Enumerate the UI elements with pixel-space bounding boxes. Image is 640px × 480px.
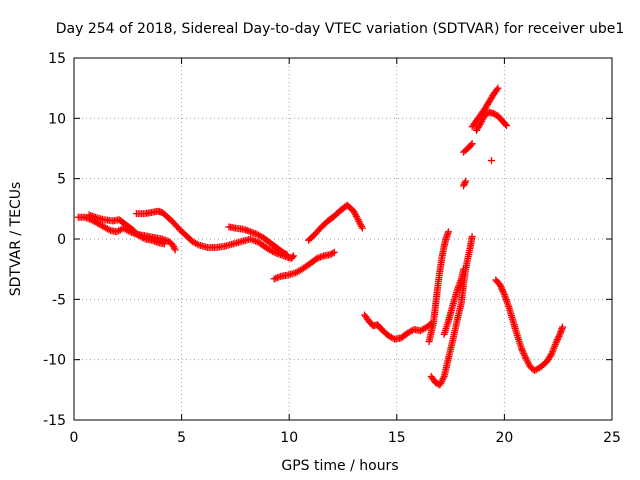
data-point [468, 233, 476, 241]
y-tick-label: -15 [43, 413, 66, 429]
data-point [501, 120, 509, 128]
y-tick-label: 5 [57, 172, 66, 188]
data-point [105, 226, 113, 234]
data-point [552, 339, 560, 347]
data-point [460, 180, 468, 188]
data-point [520, 350, 528, 358]
data-point [493, 86, 501, 94]
data-layer [74, 84, 567, 389]
data-point [553, 336, 561, 344]
data-series-segment [460, 177, 470, 190]
data-series-segment [132, 207, 298, 262]
data-point [499, 287, 507, 295]
data-point [498, 284, 506, 292]
data-series-segment [468, 84, 502, 131]
y-tick-label: 15 [48, 51, 66, 67]
data-point [444, 228, 452, 236]
data-point [461, 179, 469, 187]
data-series-segment [270, 248, 338, 283]
data-series-segment [440, 265, 468, 338]
data-point [460, 265, 468, 273]
data-series-segment [74, 213, 179, 254]
data-point [329, 249, 337, 257]
data-point [503, 122, 511, 130]
data-point [487, 157, 495, 165]
data-series-segment [425, 228, 452, 346]
data-point [518, 346, 526, 354]
data-point [169, 241, 177, 249]
data-point [160, 240, 168, 248]
data-point [496, 281, 504, 289]
y-tick-label: -5 [52, 292, 66, 308]
data-series-segment [472, 108, 511, 134]
data-series-segment [225, 223, 291, 259]
data-series-segment [492, 276, 567, 375]
chart-title: Day 254 of 2018, Sidereal Day-to-day VTE… [56, 21, 625, 37]
data-point [500, 289, 508, 297]
x-axis-label: GPS time / hours [281, 458, 398, 474]
data-point [497, 282, 505, 290]
data-point [553, 337, 561, 345]
grid-layer [74, 58, 612, 420]
y-tick-label: -10 [43, 353, 66, 369]
data-series-segment [305, 201, 366, 244]
x-tick-label: 25 [603, 430, 621, 446]
data-point [170, 244, 178, 252]
data-point [460, 182, 468, 190]
data-point [290, 252, 298, 260]
data-point [521, 353, 529, 361]
ticks-layer: 0 5 10 15 20 25 -15 -10 -5 0 5 10 15 [43, 51, 621, 446]
data-point [269, 247, 277, 255]
data-point [547, 351, 555, 359]
data-series-segment [460, 140, 476, 156]
x-tick-label: 20 [495, 430, 513, 446]
data-point [519, 348, 527, 356]
x-tick-label: 15 [388, 430, 406, 446]
data-point [288, 253, 296, 261]
data-point [467, 141, 475, 149]
y-tick-label: 10 [48, 111, 66, 127]
y-tick-label: 0 [57, 232, 66, 248]
x-tick-label: 5 [177, 430, 186, 446]
data-point [559, 323, 567, 331]
data-point [462, 177, 470, 185]
data-point [520, 351, 528, 359]
x-tick-label: 0 [70, 430, 79, 446]
data-point [139, 234, 147, 242]
x-tick-label: 10 [280, 430, 298, 446]
data-point [468, 140, 476, 148]
data-point [518, 345, 526, 353]
data-point [494, 84, 502, 92]
data-point [171, 246, 179, 254]
data-point [555, 332, 563, 340]
data-point [282, 250, 290, 258]
data-point [170, 243, 178, 251]
data-point [330, 248, 338, 256]
data-point [283, 251, 291, 259]
data-point [556, 331, 564, 339]
y-axis-label: SDTVAR / TECUs [8, 182, 24, 297]
data-point [358, 224, 366, 232]
data-series-segment [85, 211, 168, 248]
data-point [498, 286, 506, 294]
data-series-segment [487, 157, 495, 165]
data-series-segment [361, 311, 435, 343]
data-point [193, 240, 201, 248]
data-point [554, 334, 562, 342]
